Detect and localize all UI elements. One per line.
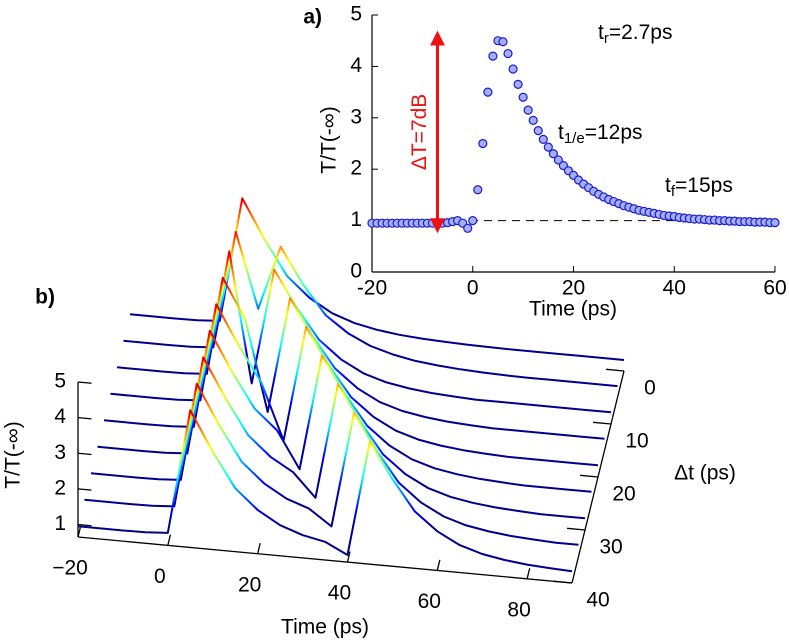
z-tick bbox=[553, 580, 573, 584]
data-point bbox=[498, 37, 508, 47]
y-tick-label: 1 bbox=[350, 208, 362, 231]
arrow-label: ΔT=7dB bbox=[408, 94, 431, 170]
z-tick bbox=[566, 527, 586, 531]
x-tick-label: 0 bbox=[154, 565, 166, 588]
trace bbox=[116, 250, 612, 414]
y-tick bbox=[77, 488, 92, 491]
data-point bbox=[503, 48, 513, 59]
x-tick-label: 20 bbox=[238, 573, 261, 596]
data-point bbox=[553, 155, 563, 165]
data-point bbox=[543, 142, 553, 152]
panel-label: a) bbox=[303, 6, 322, 29]
trace bbox=[103, 303, 599, 467]
data-point bbox=[463, 223, 473, 233]
annotation-sub: r bbox=[604, 30, 609, 47]
x-tick bbox=[77, 526, 82, 538]
annotation-sub: 1/e bbox=[564, 130, 585, 147]
x-tick bbox=[526, 568, 531, 579]
data-point bbox=[518, 92, 528, 102]
annotation: tf=15ps bbox=[665, 174, 733, 200]
annotation-sub: f bbox=[671, 183, 676, 200]
data-point bbox=[483, 87, 493, 97]
data-point bbox=[770, 218, 780, 228]
panel-label: b) bbox=[35, 286, 55, 309]
annotation-text: t bbox=[598, 21, 604, 44]
annotation-rest: =12ps bbox=[585, 121, 643, 144]
z-tick-label: 20 bbox=[612, 483, 635, 506]
y-tick-label: 1 bbox=[54, 512, 66, 535]
x-tick bbox=[436, 559, 441, 571]
y-tick-label: 5 bbox=[54, 370, 66, 393]
annotation-rest: =15ps bbox=[675, 174, 733, 197]
trace bbox=[77, 409, 573, 573]
data-point bbox=[538, 134, 548, 144]
y-tick-label: 4 bbox=[350, 54, 362, 77]
x-tick-label: 40 bbox=[663, 277, 686, 300]
y-tick-label: 2 bbox=[54, 476, 66, 499]
trace bbox=[84, 382, 579, 546]
y-tick-label: 3 bbox=[54, 441, 66, 464]
z-tick-label: 30 bbox=[599, 536, 622, 559]
axis-line bbox=[77, 536, 573, 584]
annotation: tr=2.7ps bbox=[598, 21, 672, 47]
data-point bbox=[468, 216, 478, 226]
data-point bbox=[513, 79, 523, 89]
z-tick-label: 10 bbox=[625, 430, 648, 453]
x-tick-label: 0 bbox=[467, 277, 479, 300]
x-tick bbox=[257, 542, 261, 554]
y-tick-label: 4 bbox=[54, 405, 66, 428]
trace bbox=[97, 329, 592, 493]
z-tick-label: 0 bbox=[644, 377, 656, 400]
annotation: t1/e=12ps bbox=[558, 121, 643, 147]
annotation-text: t bbox=[665, 174, 671, 197]
x-tick-label: 40 bbox=[328, 582, 351, 605]
data-point bbox=[523, 105, 533, 115]
x-tick bbox=[167, 534, 172, 546]
y-tick bbox=[77, 452, 92, 456]
x-tick-label: 60 bbox=[418, 590, 441, 613]
y-tick-label: 5 bbox=[350, 3, 362, 26]
x-tick-label: 80 bbox=[507, 598, 530, 621]
y-axis-label: T/T(-∞) bbox=[318, 106, 341, 173]
annotation-rest: =2.7ps bbox=[609, 21, 673, 44]
x-tick-label: -20 bbox=[357, 277, 387, 300]
x-tick-label: 20 bbox=[562, 277, 585, 300]
y-tick-label: 2 bbox=[350, 157, 362, 180]
data-point bbox=[548, 149, 558, 159]
data-point bbox=[478, 138, 488, 149]
y-tick bbox=[77, 523, 92, 527]
y-axis-label: T/T(-∞) bbox=[2, 421, 25, 488]
y-tick-label: 0 bbox=[350, 260, 362, 283]
annotation-text: t bbox=[558, 121, 564, 144]
y-tick-label: 3 bbox=[350, 105, 362, 128]
x-axis-label: Time (ps) bbox=[529, 298, 617, 321]
z-tick-label: 40 bbox=[586, 589, 609, 612]
x-tick bbox=[346, 551, 351, 563]
data-point bbox=[473, 185, 483, 195]
x-axis-label: Time (ps) bbox=[281, 616, 369, 639]
z-tick bbox=[579, 474, 599, 478]
z-tick bbox=[592, 421, 612, 425]
y-tick bbox=[77, 416, 92, 420]
trace bbox=[90, 356, 586, 520]
z-axis-label: Δt (ps) bbox=[674, 462, 736, 485]
x-tick-label: −20 bbox=[52, 557, 88, 580]
data-point bbox=[533, 126, 543, 136]
data-point bbox=[488, 51, 498, 61]
data-point bbox=[528, 115, 538, 125]
x-tick-label: 60 bbox=[763, 277, 786, 300]
z-tick bbox=[605, 368, 625, 372]
y-tick bbox=[77, 381, 92, 384]
data-point bbox=[508, 64, 518, 74]
